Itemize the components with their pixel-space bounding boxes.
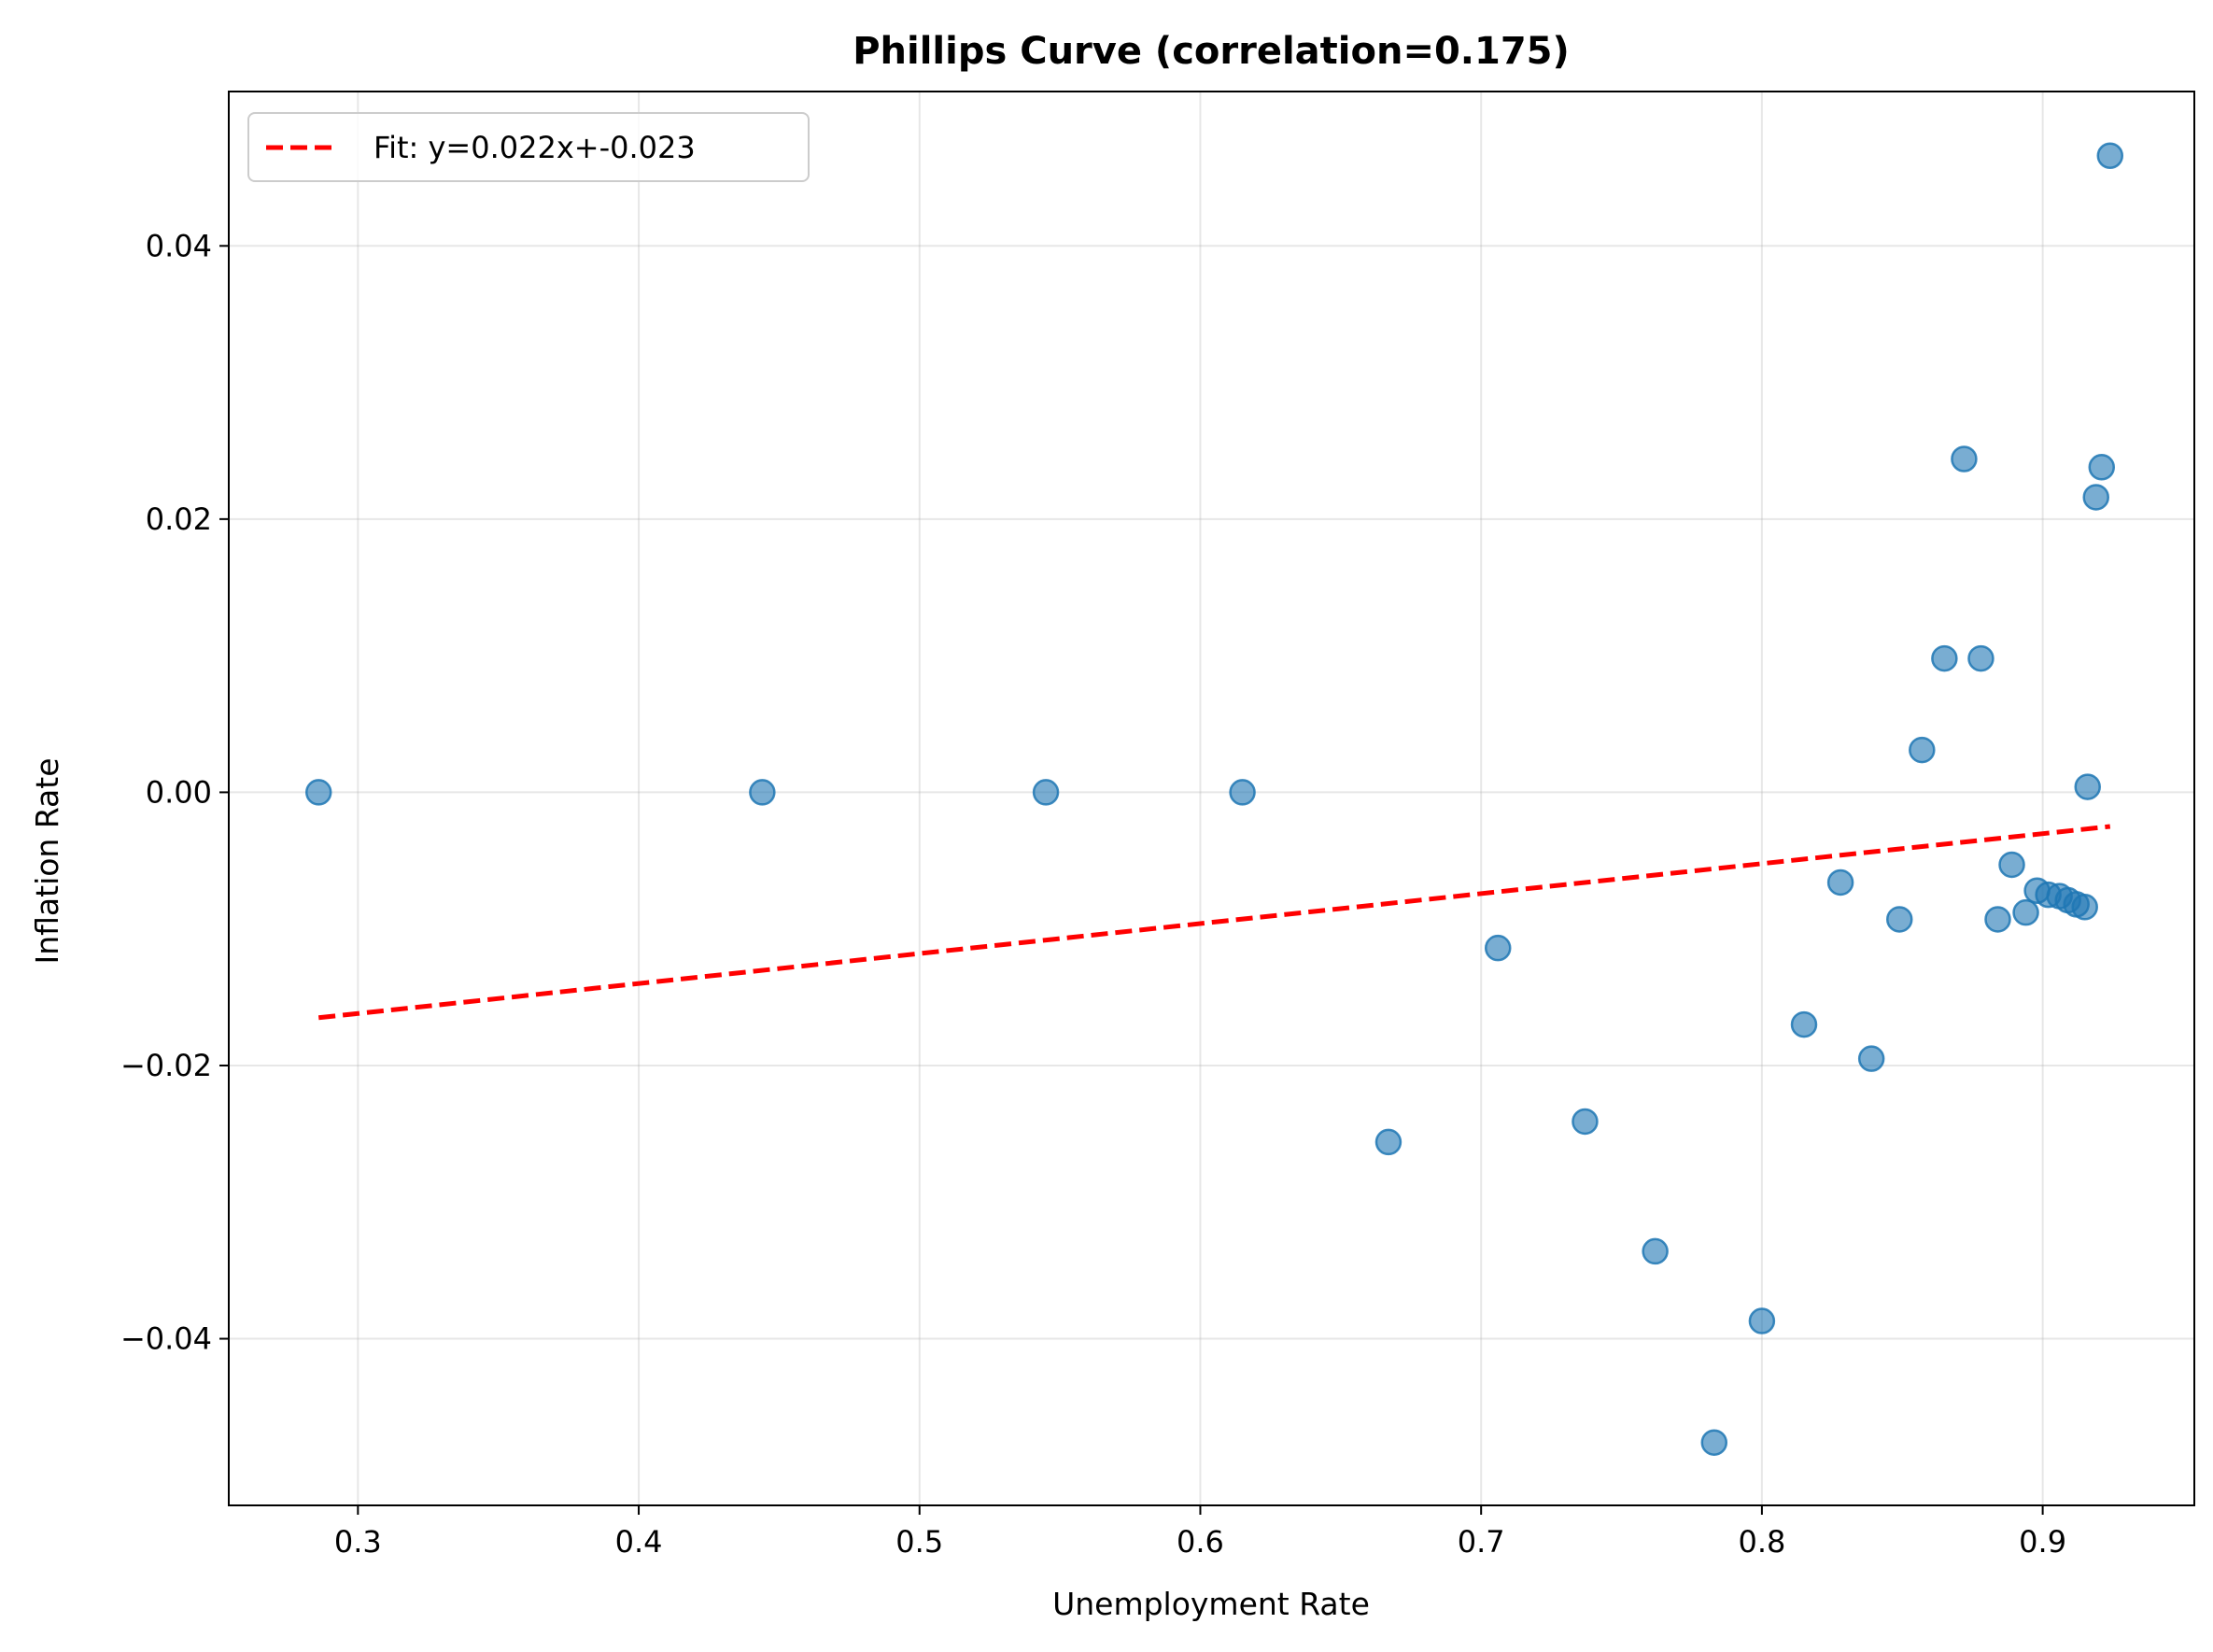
- scatter-point: [1967, 644, 1995, 672]
- x-axis-label: Unemployment Rate: [1052, 1586, 1370, 1622]
- scatter-points: [304, 142, 2124, 1456]
- legend-label-fit: Fit: y=0.022x+-0.023: [374, 130, 696, 165]
- x-tick-label: 0.9: [2019, 1524, 2066, 1560]
- y-tick-label: 0.00: [146, 774, 212, 810]
- scatter-point: [2096, 142, 2124, 170]
- scatter-point: [1998, 851, 2025, 879]
- legend: Fit: y=0.022x+-0.023: [247, 112, 810, 182]
- scatter-point: [1857, 1045, 1885, 1072]
- legend-box: [247, 112, 810, 182]
- scatter-point: [1748, 1307, 1776, 1334]
- scatter-point: [1790, 1010, 1818, 1038]
- y-tick-label: 0.02: [146, 501, 212, 537]
- y-tick-label: 0.04: [146, 228, 212, 263]
- scatter-point: [1826, 868, 1854, 897]
- scatter-point: [1032, 779, 1060, 806]
- scatter-point: [304, 779, 332, 806]
- x-tick-label: 0.5: [895, 1524, 943, 1560]
- chart-title: Phillips Curve (correlation=0.175): [853, 30, 1570, 73]
- scatter-point: [1984, 906, 2011, 933]
- scatter-point: [1951, 445, 1978, 473]
- scatter-point: [1931, 644, 1958, 672]
- scatter-point: [1886, 906, 1913, 933]
- scatter-point: [1909, 736, 1936, 764]
- plot-area-frame: [228, 91, 2195, 1506]
- x-tick-label: 0.4: [615, 1524, 663, 1560]
- scatter-point: [1374, 1128, 1403, 1156]
- scatter-point: [1229, 779, 1256, 806]
- x-tick-label: 0.6: [1177, 1524, 1224, 1560]
- grid: [229, 92, 2194, 1505]
- scatter-point: [1700, 1429, 1728, 1456]
- scatter-point: [2088, 454, 2116, 481]
- scatter-point: [2071, 894, 2098, 921]
- fit-line: [317, 824, 2111, 1021]
- scatter-point: [2012, 898, 2039, 926]
- y-tick-label: −0.02: [120, 1048, 212, 1083]
- x-axis-ticks: 0.3 0.4 0.5 0.6 0.7 0.8 0.9: [334, 1505, 2066, 1560]
- y-axis-label: Inflation Rate: [29, 757, 65, 964]
- y-axis-ticks: −0.04 −0.02 0.00 0.02 0.04: [120, 228, 229, 1357]
- scatter-point: [2074, 773, 2101, 800]
- scatter-point: [1642, 1237, 1669, 1265]
- scatter-point: [749, 779, 776, 806]
- x-tick-label: 0.7: [1458, 1524, 1505, 1560]
- fit-line-layer: [317, 824, 2111, 1021]
- y-tick-label: −0.04: [120, 1321, 212, 1357]
- scatter-point: [1484, 934, 1512, 962]
- x-tick-label: 0.3: [334, 1524, 382, 1560]
- scatter-point: [1572, 1108, 1599, 1136]
- x-tick-label: 0.8: [1738, 1524, 1785, 1560]
- scatter-point: [2082, 484, 2109, 511]
